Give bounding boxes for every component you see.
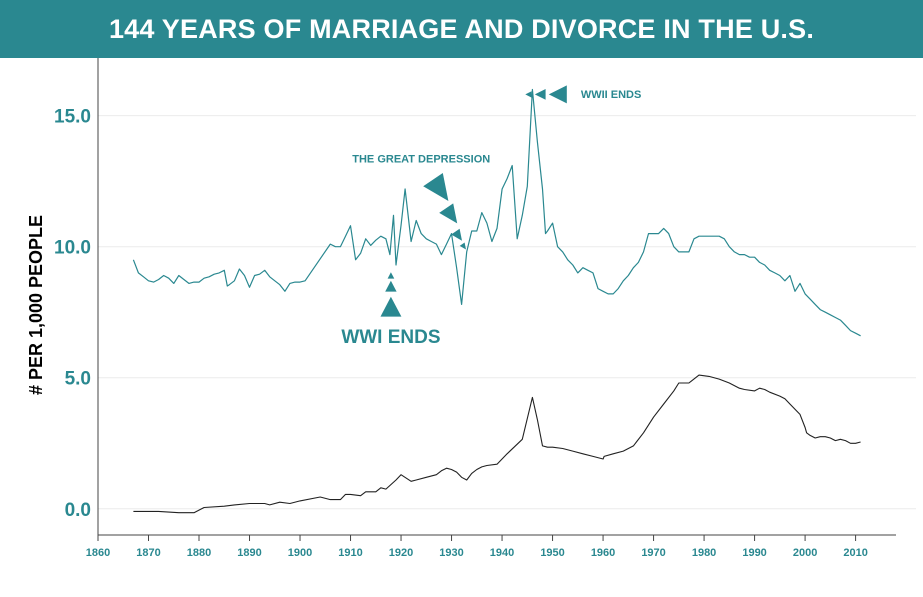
x-tick-label: 1870 [136, 547, 160, 559]
y-tick-label: 5.0 [65, 369, 91, 390]
y-tick-label: 15.0 [54, 107, 91, 128]
series [132, 88, 861, 514]
x-tick-label: 1920 [389, 547, 413, 559]
x-tick-label: 1860 [86, 547, 110, 559]
x-tick-label: 1900 [288, 547, 312, 559]
x-tick-label: 1880 [187, 547, 211, 559]
x-tick-label: 1990 [742, 547, 766, 559]
x-tick-label: 2010 [843, 547, 867, 559]
x-tick-label: 1930 [439, 547, 463, 559]
grid-lines [98, 115, 916, 510]
x-tick-label: 2000 [793, 547, 817, 559]
x-tick-label: 1910 [338, 547, 362, 559]
depression-arrow-icon [459, 242, 466, 250]
chart-title: 144 YEARS OF MARRIAGE AND DIVORCE IN THE… [108, 14, 815, 44]
wwi-arrow-icon [385, 280, 397, 292]
x-tick-label: 1890 [237, 547, 261, 559]
x-tick-label: 1960 [591, 547, 615, 559]
y-tick-label: 0.0 [65, 500, 91, 521]
x-tick-label: 1940 [490, 547, 514, 559]
title-bar: 144 YEARS OF MARRIAGE AND DIVORCE IN THE… [0, 0, 923, 58]
wwii-arrow-icon [534, 89, 546, 100]
axes: 0.0 5.0 10.0 15.0 1860 1870 1880 1890 1900 1910 19… [54, 58, 896, 559]
y-tick-label: 10.0 [54, 238, 91, 259]
x-tick-label: 1970 [641, 547, 665, 559]
marriage-line [132, 88, 861, 337]
y-axis-label: # PER 1,000 PEOPLE [26, 215, 46, 395]
annotation-wwi-ends: WWI ENDS [341, 327, 440, 348]
wwii-arrow-icon [525, 91, 532, 98]
depression-arrow-icon [423, 173, 449, 201]
wwii-arrow-icon [548, 85, 567, 104]
annotations: WWII ENDS THE GREAT DEPRESSION WWI ENDS [341, 85, 642, 348]
annotation-great-depression: THE GREAT DEPRESSION [352, 153, 490, 165]
divorce-line [133, 374, 861, 514]
wwi-arrow-icon [380, 296, 402, 317]
depression-arrow-icon [451, 228, 462, 241]
depression-arrow-icon [439, 203, 458, 224]
x-tick-label: 1980 [692, 547, 716, 559]
annotation-wwii-ends: WWII ENDS [581, 89, 642, 101]
wwi-arrow-icon [387, 272, 395, 279]
x-tick-label: 1950 [540, 547, 564, 559]
